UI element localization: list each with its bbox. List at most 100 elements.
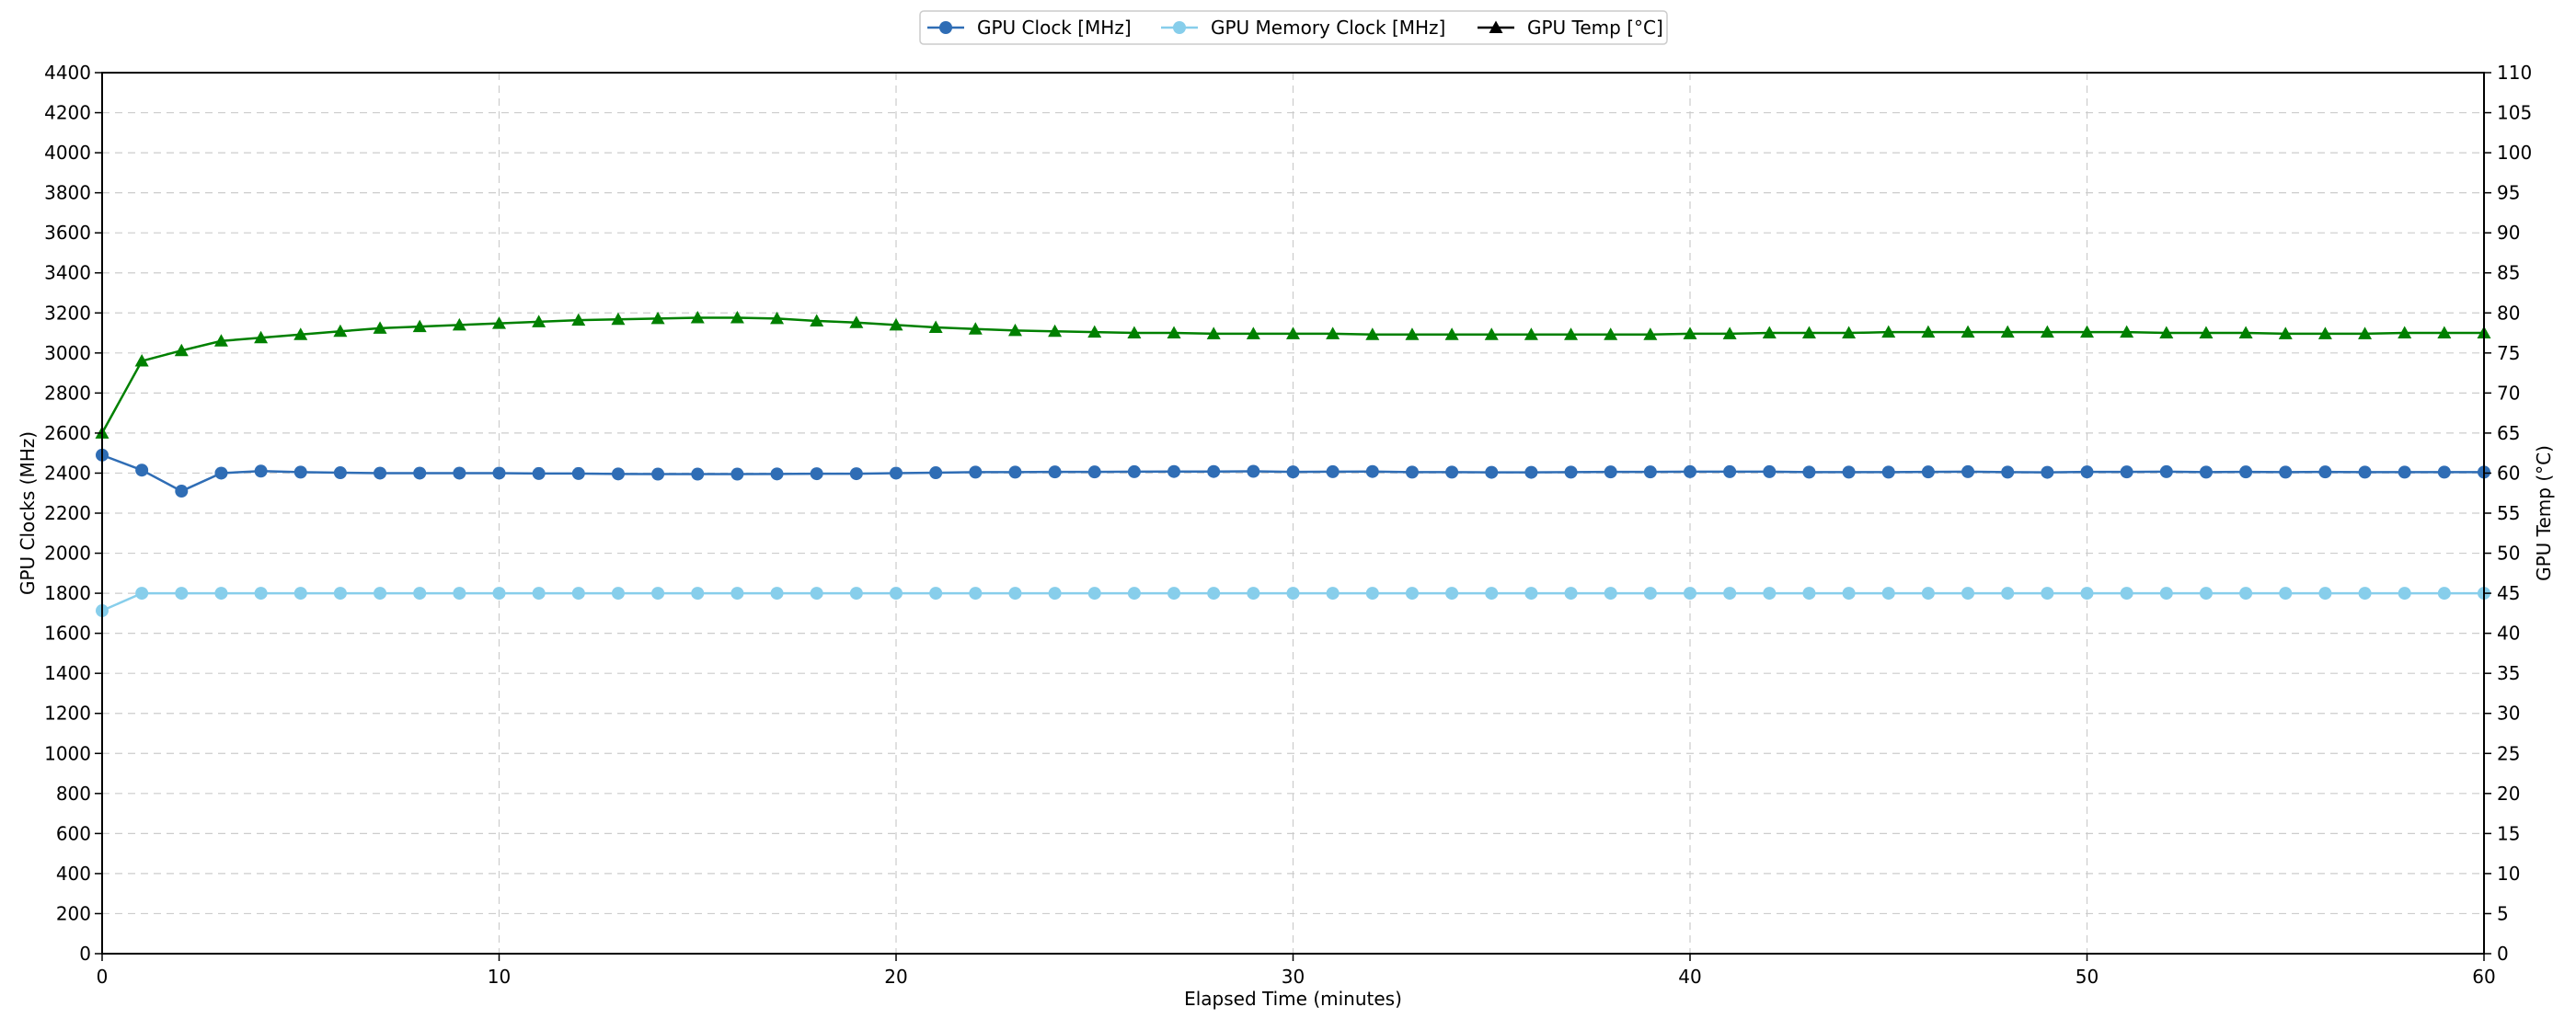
data-point (691, 467, 705, 481)
data-point (730, 467, 744, 481)
data-point (2159, 326, 2174, 339)
data-point (929, 587, 943, 601)
y-axis-right-label: GPU Temp (°C) (2533, 445, 2555, 581)
data-point (1206, 326, 1221, 339)
data-point (1127, 464, 1141, 478)
data-point (532, 315, 546, 327)
legend-box (919, 10, 1668, 45)
series-2 (95, 310, 2491, 439)
data-point (2437, 587, 2451, 601)
data-point (2120, 587, 2133, 601)
data-point (254, 464, 268, 478)
data-point (1365, 464, 1379, 478)
y-right-tick-label: 15 (2497, 822, 2520, 844)
y-left-tick-label: 2800 (44, 382, 91, 404)
data-point (770, 467, 784, 481)
data-point (1326, 587, 1340, 601)
data-point (1246, 326, 1260, 339)
data-point (2120, 325, 2134, 338)
data-point (2398, 465, 2411, 479)
y-right-tick-label: 35 (2497, 662, 2520, 684)
data-point (1445, 587, 1459, 601)
data-point (2317, 326, 2332, 339)
data-point (2080, 465, 2094, 479)
data-point (2358, 326, 2373, 339)
data-point (1048, 465, 1062, 479)
y-left-tick-label: 4000 (44, 142, 91, 164)
data-point (174, 343, 189, 357)
data-point (929, 466, 943, 480)
data-point (2238, 326, 2253, 339)
y-right-tick-label: 90 (2497, 222, 2520, 244)
data-point (1405, 327, 1420, 340)
grid (101, 72, 2485, 955)
x-tick-label: 10 (488, 966, 511, 988)
data-point (333, 466, 347, 480)
data-point (1286, 326, 1300, 339)
data-point (453, 466, 466, 480)
data-point (1921, 587, 1935, 601)
data-point (1524, 327, 1538, 340)
y-right-tick-label: 85 (2497, 262, 2520, 284)
data-point (1008, 587, 1022, 601)
data-point (373, 321, 387, 334)
data-point (1763, 587, 1777, 601)
data-point (2040, 325, 2054, 338)
data-point (1127, 587, 1141, 601)
y-left-tick-label: 1800 (44, 582, 91, 604)
data-point (1801, 326, 1816, 339)
data-point (1842, 465, 1856, 479)
data-point (1564, 327, 1579, 340)
data-point (1485, 587, 1499, 601)
y-left-tick-label: 2200 (44, 502, 91, 524)
data-point (2358, 587, 2372, 601)
data-point (2041, 465, 2054, 479)
data-point (1207, 587, 1221, 601)
data-point (2000, 325, 2015, 338)
data-point (2239, 587, 2253, 601)
data-point (2080, 587, 2094, 601)
data-point (1405, 465, 1419, 479)
y-right-tick-label: 25 (2497, 742, 2520, 764)
y-axis-right: 0 5 10 15 20 25 30 35 40 45 50 55 60 65 70 75 80 85 90 95 10… (2484, 62, 2532, 965)
y-right-tick-label: 65 (2497, 422, 2520, 444)
y-left-tick-label: 4200 (44, 102, 91, 124)
data-point (1286, 465, 1300, 479)
legend-entry-gpu-temp: GPU Temp [°C] (1478, 17, 1663, 39)
data-point (2279, 587, 2293, 601)
data-point (1087, 465, 1101, 479)
legend-label-gpu-temp: GPU Temp [°C] (1527, 17, 1663, 39)
data-point (1167, 587, 1181, 601)
data-point (2159, 587, 2173, 601)
x-tick-label: 60 (2472, 966, 2495, 988)
data-point (2279, 465, 2293, 479)
series-1 (96, 587, 2490, 618)
data-point (2358, 465, 2372, 479)
data-point (492, 316, 506, 329)
data-point (928, 320, 943, 333)
data-point (1444, 327, 1459, 340)
y-right-tick-label: 40 (2497, 623, 2520, 645)
x-tick-label: 50 (2076, 966, 2099, 988)
data-point (175, 485, 189, 498)
x-tick-label: 0 (97, 966, 109, 988)
data-point (1802, 465, 1816, 479)
y-left-tick-label: 800 (56, 783, 91, 805)
data-point (532, 466, 546, 480)
data-point (2398, 326, 2412, 339)
data-point (1961, 464, 1975, 478)
y-right-tick-label: 55 (2497, 502, 2520, 524)
y-left-tick-label: 3600 (44, 222, 91, 244)
data-point (571, 466, 585, 480)
y-right-tick-label: 75 (2497, 342, 2520, 364)
data-point (134, 354, 149, 367)
data-point (2041, 587, 2054, 601)
data-point (1842, 587, 1856, 601)
data-point (2001, 465, 2015, 479)
data-point (571, 587, 585, 601)
y-left-tick-label: 3200 (44, 302, 91, 324)
data-point (1167, 326, 1181, 339)
data-point (293, 327, 308, 340)
data-point (1207, 464, 1221, 478)
legend-entry-gpu-clock: GPU Clock [MHz] (927, 17, 1132, 39)
